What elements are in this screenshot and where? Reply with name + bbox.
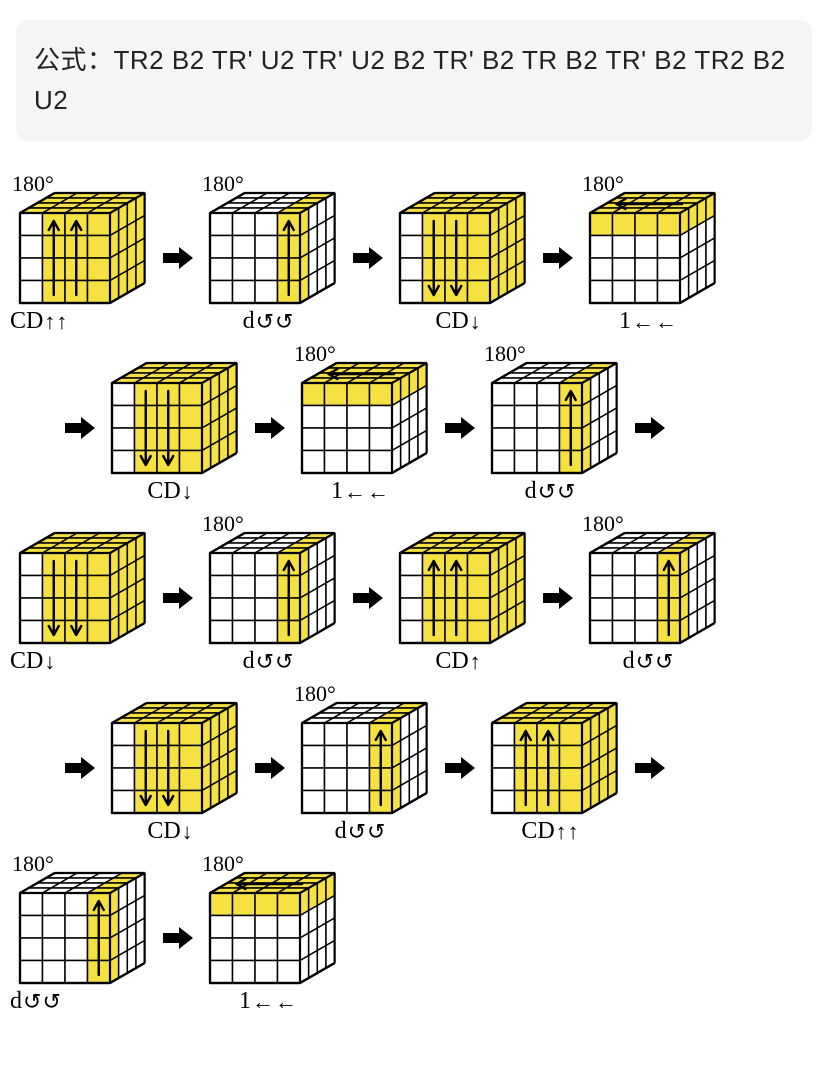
cube-step: 180°d↺↺ [480, 341, 630, 505]
step-arrow [630, 406, 670, 440]
move-label: d↺↺ [243, 309, 294, 335]
step-arrow [440, 406, 480, 440]
diagram-row: 180°d↺↺ 180°1←← [8, 851, 820, 1015]
step-arrow [158, 916, 198, 950]
cube-step: CD↑↑ [480, 681, 630, 845]
diagram-row: CD↓ 180°1←← 180°d↺↺ [8, 341, 820, 505]
move-label: 1←← [619, 309, 677, 335]
move-label: CD↑↑ [10, 309, 67, 335]
move-label: CD↑↑ [521, 819, 578, 845]
cube-step: 180°1←← [578, 171, 728, 335]
cube-step: CD↓ [8, 511, 158, 675]
cube-step: CD↓ [100, 681, 250, 845]
step-arrow [348, 576, 388, 610]
move-label: CD↓ [10, 649, 55, 675]
cube-step: 180°d↺↺ [8, 851, 158, 1015]
move-label: d↺↺ [525, 479, 576, 505]
step-arrow [538, 576, 578, 610]
cube-step: 180°d↺↺ [198, 171, 348, 335]
move-label: 1←← [239, 989, 297, 1015]
cube-step: 180°d↺↺ [198, 511, 348, 675]
move-label: 1←← [331, 479, 389, 505]
cube-step: CD↓ [388, 171, 538, 335]
step-arrow [60, 746, 100, 780]
step-arrow [158, 236, 198, 270]
cube-step: 180°1←← [198, 851, 348, 1015]
step-arrow [250, 406, 290, 440]
step-arrow [348, 236, 388, 270]
formula-moves: TR2 B2 TR' U2 TR' U2 B2 TR' B2 TR B2 TR'… [34, 45, 786, 115]
move-label: CD↓ [147, 479, 192, 505]
step-diagram-grid: 180°CD↑↑ 180°d↺↺ CD↓ 180°1←← CD↓ 180°1←←… [0, 171, 828, 1061]
move-label: d↺↺ [335, 819, 386, 845]
step-arrow [250, 746, 290, 780]
move-label: d↺↺ [243, 649, 294, 675]
step-arrow [440, 746, 480, 780]
diagram-row: CD↓ 180°d↺↺ CD↑ 180°d↺↺ [8, 511, 820, 675]
step-arrow [630, 746, 670, 780]
formula-box: 公式：TR2 B2 TR' U2 TR' U2 B2 TR' B2 TR B2 … [16, 20, 812, 141]
step-arrow [538, 236, 578, 270]
diagram-row: 180°CD↑↑ 180°d↺↺ CD↓ 180°1←← [8, 171, 820, 335]
move-label: CD↑ [435, 649, 480, 675]
move-label: CD↓ [435, 309, 480, 335]
cube-step: CD↓ [100, 341, 250, 505]
move-label: d↺↺ [10, 989, 61, 1015]
cube-step: CD↑ [388, 511, 538, 675]
cube-step: 180°1←← [290, 341, 440, 505]
move-label: CD↓ [147, 819, 192, 845]
move-label: d↺↺ [623, 649, 674, 675]
diagram-row: CD↓ 180°d↺↺ CD↑↑ [8, 681, 820, 845]
formula-label: 公式： [34, 45, 114, 75]
step-arrow [60, 406, 100, 440]
cube-step: 180°d↺↺ [578, 511, 728, 675]
step-arrow [158, 576, 198, 610]
cube-step: 180°CD↑↑ [8, 171, 158, 335]
cube-step: 180°d↺↺ [290, 681, 440, 845]
